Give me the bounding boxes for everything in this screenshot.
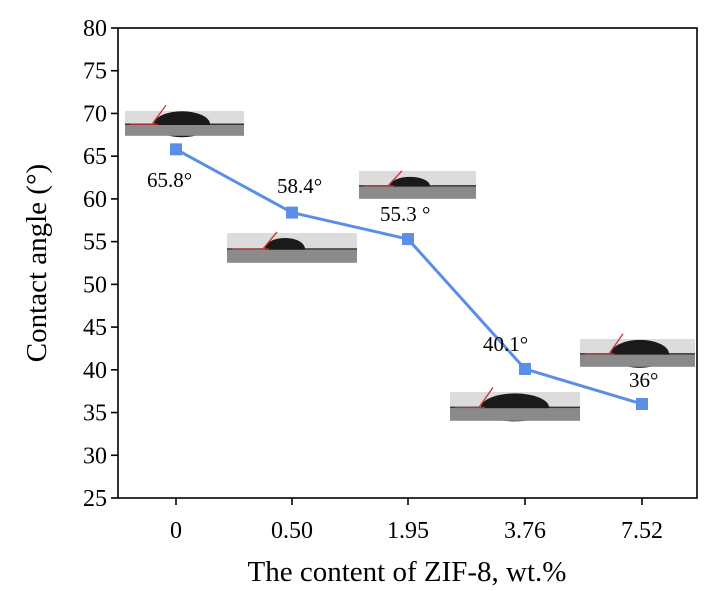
inset-substrate-cover	[580, 354, 695, 367]
x-tick-label-2: 1.95	[387, 518, 429, 544]
tangent-line	[151, 104, 167, 125]
x-axis-title: The content of ZIF-8, wt.%	[248, 556, 567, 588]
inset-substrate-cover	[450, 408, 580, 421]
x-tick-label-3: 3.76	[504, 518, 546, 544]
data-point-2	[402, 233, 414, 246]
x-tick-label-1: 0.50	[271, 518, 313, 544]
plot-border	[117, 27, 698, 499]
plot-frame	[117, 27, 698, 499]
droplet-insets	[125, 104, 695, 422]
inset-substrate-cover	[125, 125, 244, 136]
data-label-2: 55.3 °	[380, 202, 430, 226]
tangent-line	[608, 333, 624, 355]
y-tick-label-45: 45	[83, 315, 107, 341]
droplet-inset-4	[580, 333, 695, 368]
data-label-4: 36°	[629, 368, 658, 392]
tangent-line	[262, 231, 278, 250]
data-label-0: 65.8°	[147, 168, 192, 192]
y-tick-label-40: 40	[83, 358, 107, 384]
x-tick-label-4: 7.52	[621, 518, 663, 544]
tangent-line	[387, 170, 403, 187]
data-label-3: 40.1°	[483, 332, 528, 356]
y-tick-label-65: 65	[83, 144, 107, 170]
y-tick-label-60: 60	[83, 187, 107, 213]
y-tick-label-30: 30	[83, 443, 107, 469]
data-point-4	[636, 398, 648, 410]
droplet-inset-1	[227, 231, 357, 263]
droplet-inset-3	[450, 387, 580, 422]
y-tick-label-75: 75	[83, 59, 107, 85]
droplet-inset-0	[125, 104, 244, 138]
tangent-line	[478, 387, 494, 408]
inset-substrate-cover	[227, 249, 357, 263]
data-point-0	[170, 143, 182, 156]
y-tick-label-50: 50	[83, 272, 107, 298]
droplet-inset-2	[359, 170, 476, 199]
data-point-1	[286, 206, 298, 219]
y-axis: 25 30 35 40 45 50 55 60 65 70 75 80	[83, 16, 118, 512]
data-label-1: 58.4°	[277, 174, 322, 198]
y-axis-title: Contact angle (°)	[21, 164, 53, 362]
y-tick-label-70: 70	[83, 101, 107, 127]
series-contact-angle	[170, 143, 648, 410]
y-tick-label-55: 55	[83, 230, 107, 256]
x-tick-label-0: 0	[170, 518, 182, 544]
y-tick-label-35: 35	[83, 401, 107, 427]
y-tick-label-25: 25	[83, 486, 107, 512]
inset-substrate-cover	[359, 186, 476, 199]
x-axis: 0 0.50 1.95 3.76 7.52	[170, 498, 663, 544]
data-labels: 65.8° 58.4° 55.3 ° 40.1° 36°	[147, 168, 658, 392]
data-point-3	[519, 362, 531, 375]
y-tick-label-80: 80	[83, 16, 107, 42]
